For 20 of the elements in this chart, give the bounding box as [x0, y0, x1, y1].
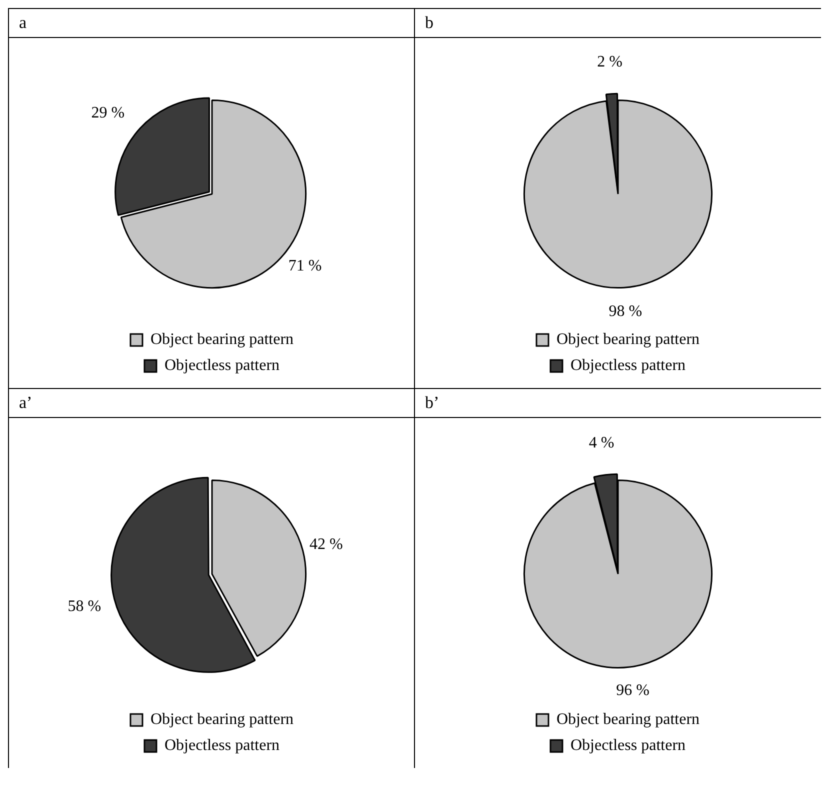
data-label: 98 % — [608, 302, 642, 320]
data-label: 4 % — [588, 434, 614, 452]
legend-label: Objectless pattern — [164, 357, 280, 374]
legend-label: Objectless pattern — [570, 737, 686, 754]
chart-title: b — [415, 9, 821, 38]
chart-title: b’ — [415, 389, 821, 418]
data-label: 42 % — [308, 536, 342, 553]
legend-label: Object bearing pattern — [150, 331, 294, 348]
chart-title: a’ — [9, 389, 414, 418]
data-label: 71 % — [288, 257, 322, 274]
data-label: 29 % — [90, 104, 124, 122]
legend-label: Objectless pattern — [164, 737, 280, 754]
legend-label: Object bearing pattern — [150, 711, 294, 728]
legend-label: Object bearing pattern — [556, 331, 700, 348]
chart-title: a — [9, 9, 414, 38]
data-label: 58 % — [67, 598, 101, 615]
legend-label: Objectless pattern — [570, 357, 686, 374]
data-label: 2 % — [597, 54, 622, 71]
data-label: 96 % — [616, 682, 650, 700]
legend-label: Object bearing pattern — [556, 711, 700, 728]
